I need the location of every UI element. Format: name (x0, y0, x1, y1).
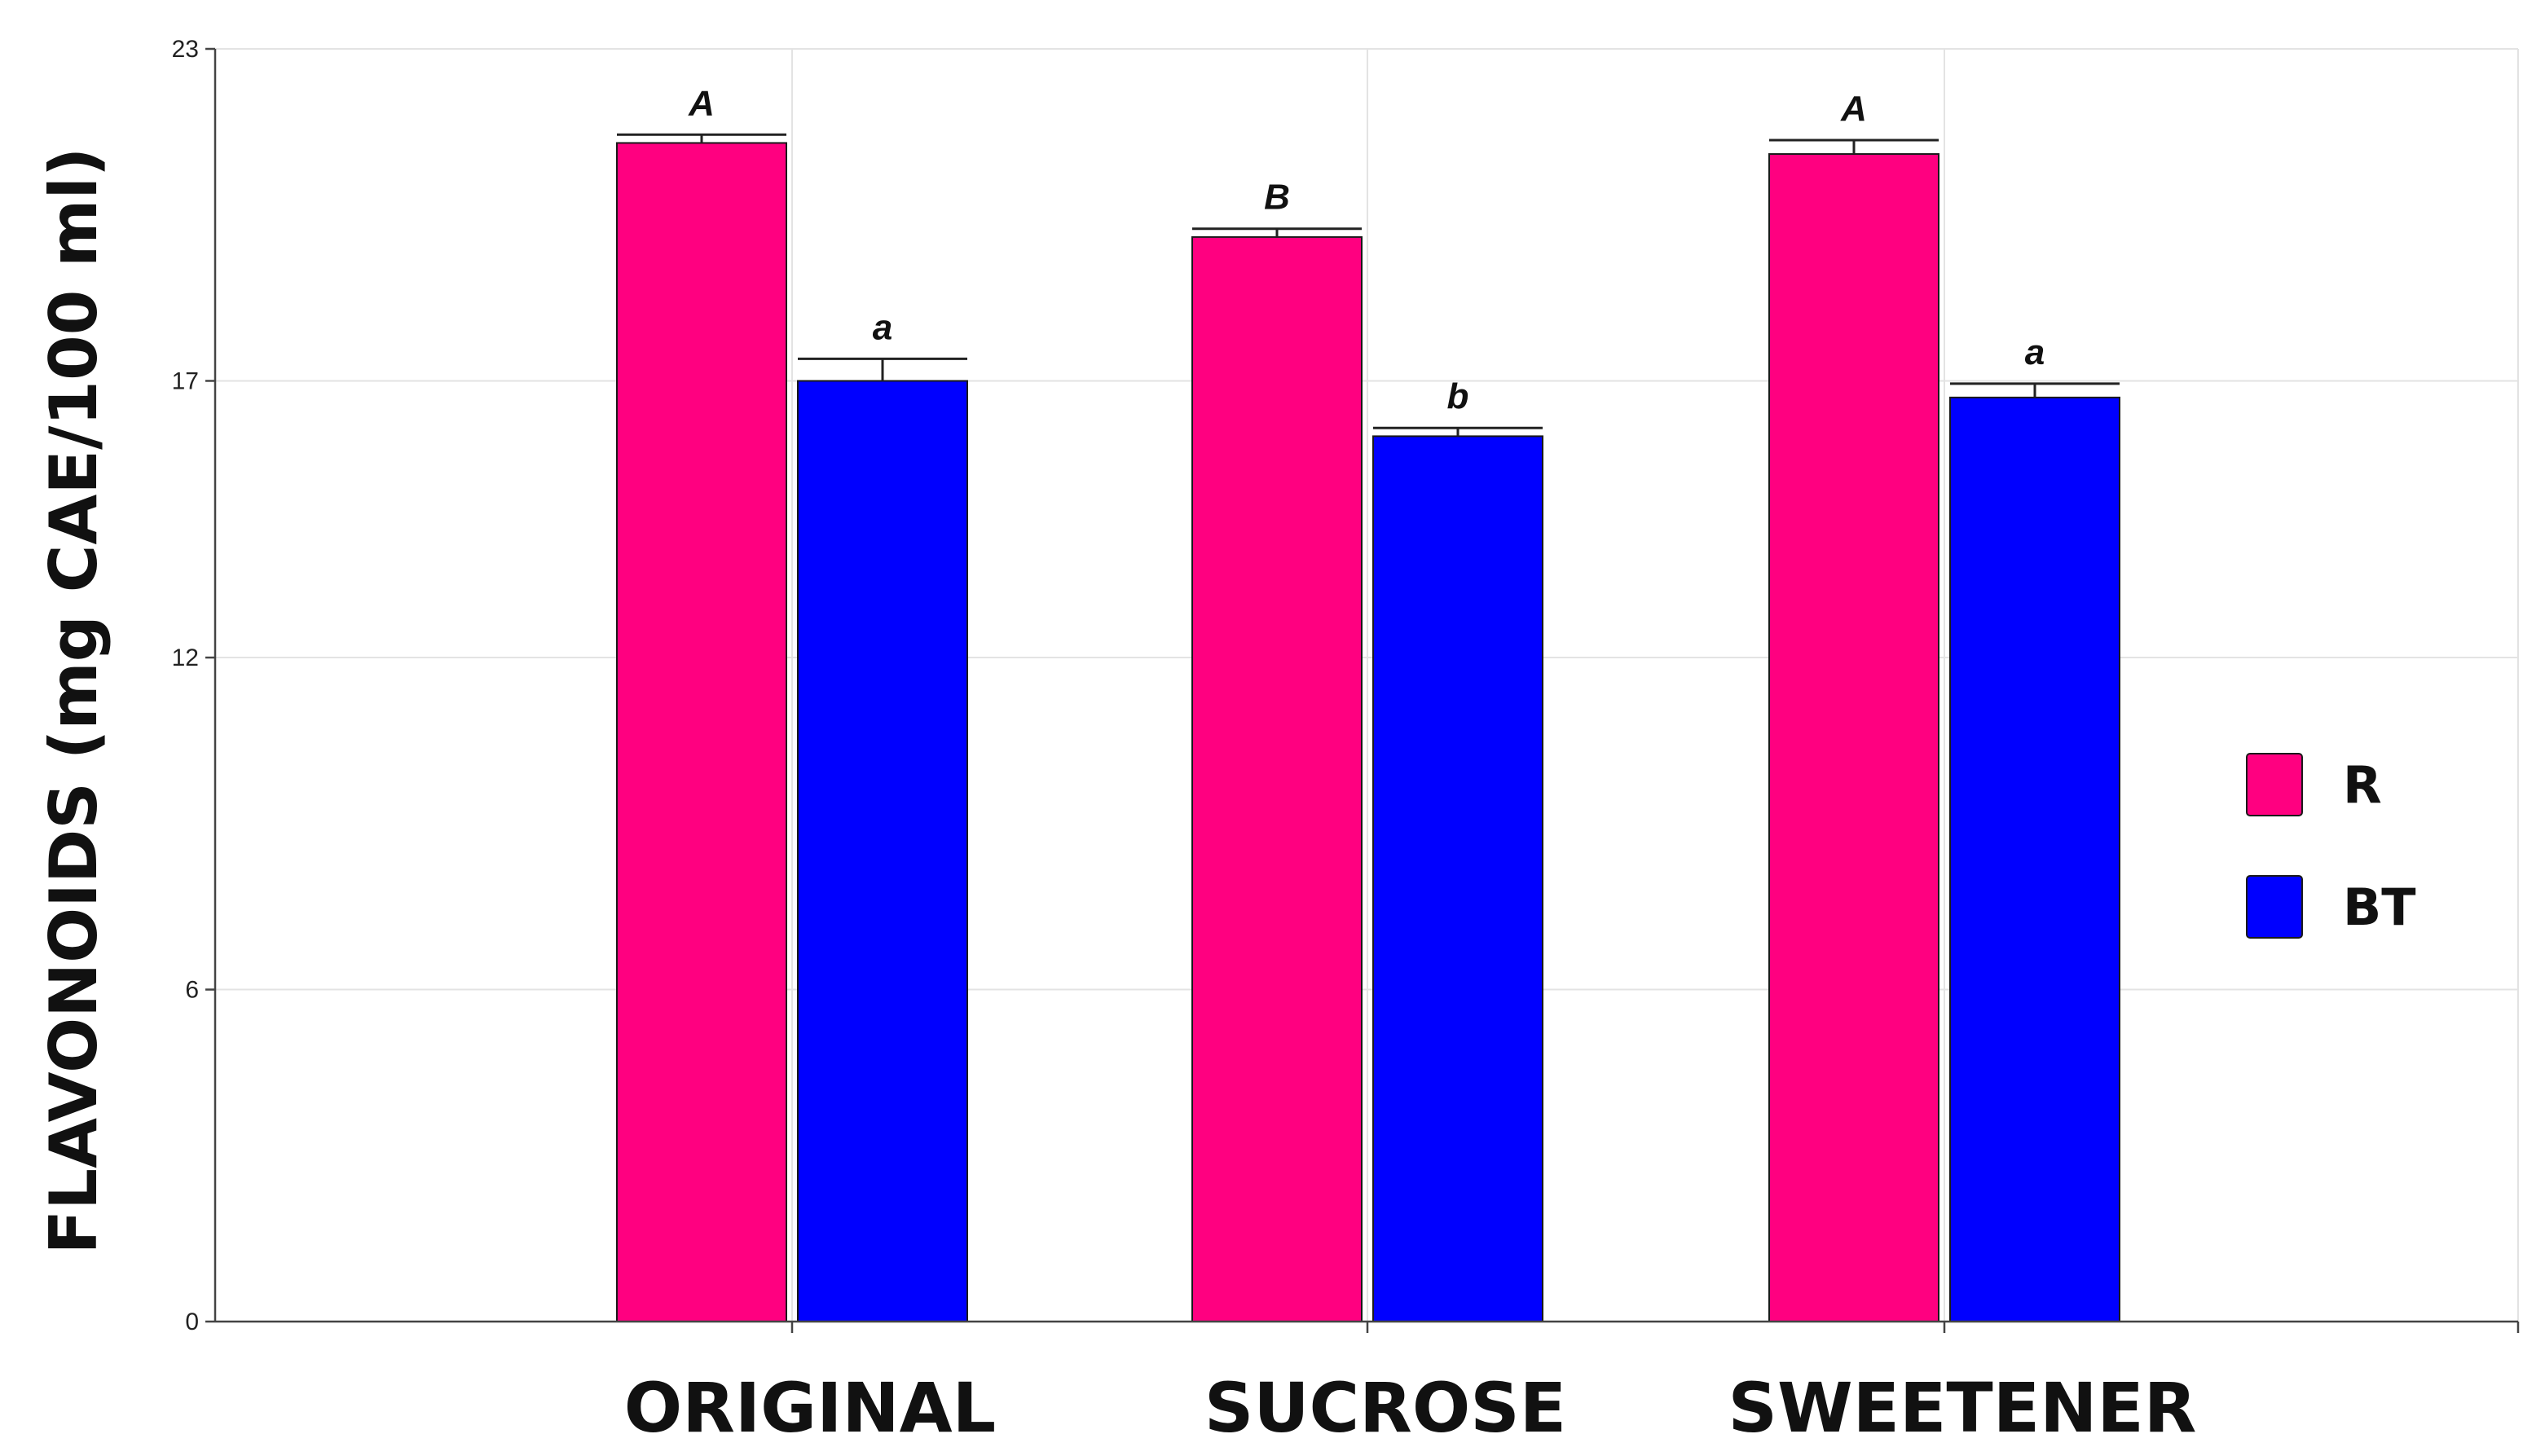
bar-bt-sucrose (1372, 435, 1543, 1322)
bar-r-sweetener (1768, 153, 1939, 1322)
y-axis-title: FLAVONOIDS (mg CAE/100 ml) (36, 147, 112, 1255)
legend: R BT (2246, 753, 2416, 939)
y-tick-label: 0 (185, 1309, 199, 1335)
y-tick-label: 12 (172, 644, 199, 671)
gridlines (215, 48, 2519, 1322)
axes (214, 49, 2520, 1333)
bar-r-sucrose (1191, 235, 1363, 1323)
legend-swatch-r (2246, 753, 2303, 816)
x-categories: ORIGINAL SUCROSE SWEETENER (624, 1368, 2197, 1448)
y-ticks: 0 6 12 17 23 (172, 36, 215, 1335)
legend-label-r: R (2343, 755, 2382, 815)
category-label-original: ORIGINAL (624, 1368, 996, 1448)
y-tick-label: 17 (172, 367, 199, 394)
significance-label: a (2025, 332, 2045, 372)
significance-label: A (688, 83, 715, 123)
bar-bt-sweetener (1949, 396, 2120, 1322)
significance-label: a (873, 307, 892, 347)
bar-bt-original (797, 380, 968, 1322)
category-label-sweetener: SWEETENER (1728, 1368, 2197, 1448)
category-label-sucrose: SUCROSE (1204, 1368, 1566, 1448)
y-tick-label: 23 (172, 36, 199, 63)
y-tick-label: 6 (185, 977, 199, 1004)
bar-r-original (616, 142, 787, 1323)
bars: A B Aa b a (616, 83, 2120, 1323)
legend-label-bt: BT (2343, 878, 2416, 937)
significance-label: B (1264, 178, 1290, 218)
significance-label: b (1447, 376, 1469, 416)
significance-label: A (1840, 89, 1867, 129)
legend-swatch-bt (2246, 875, 2303, 939)
